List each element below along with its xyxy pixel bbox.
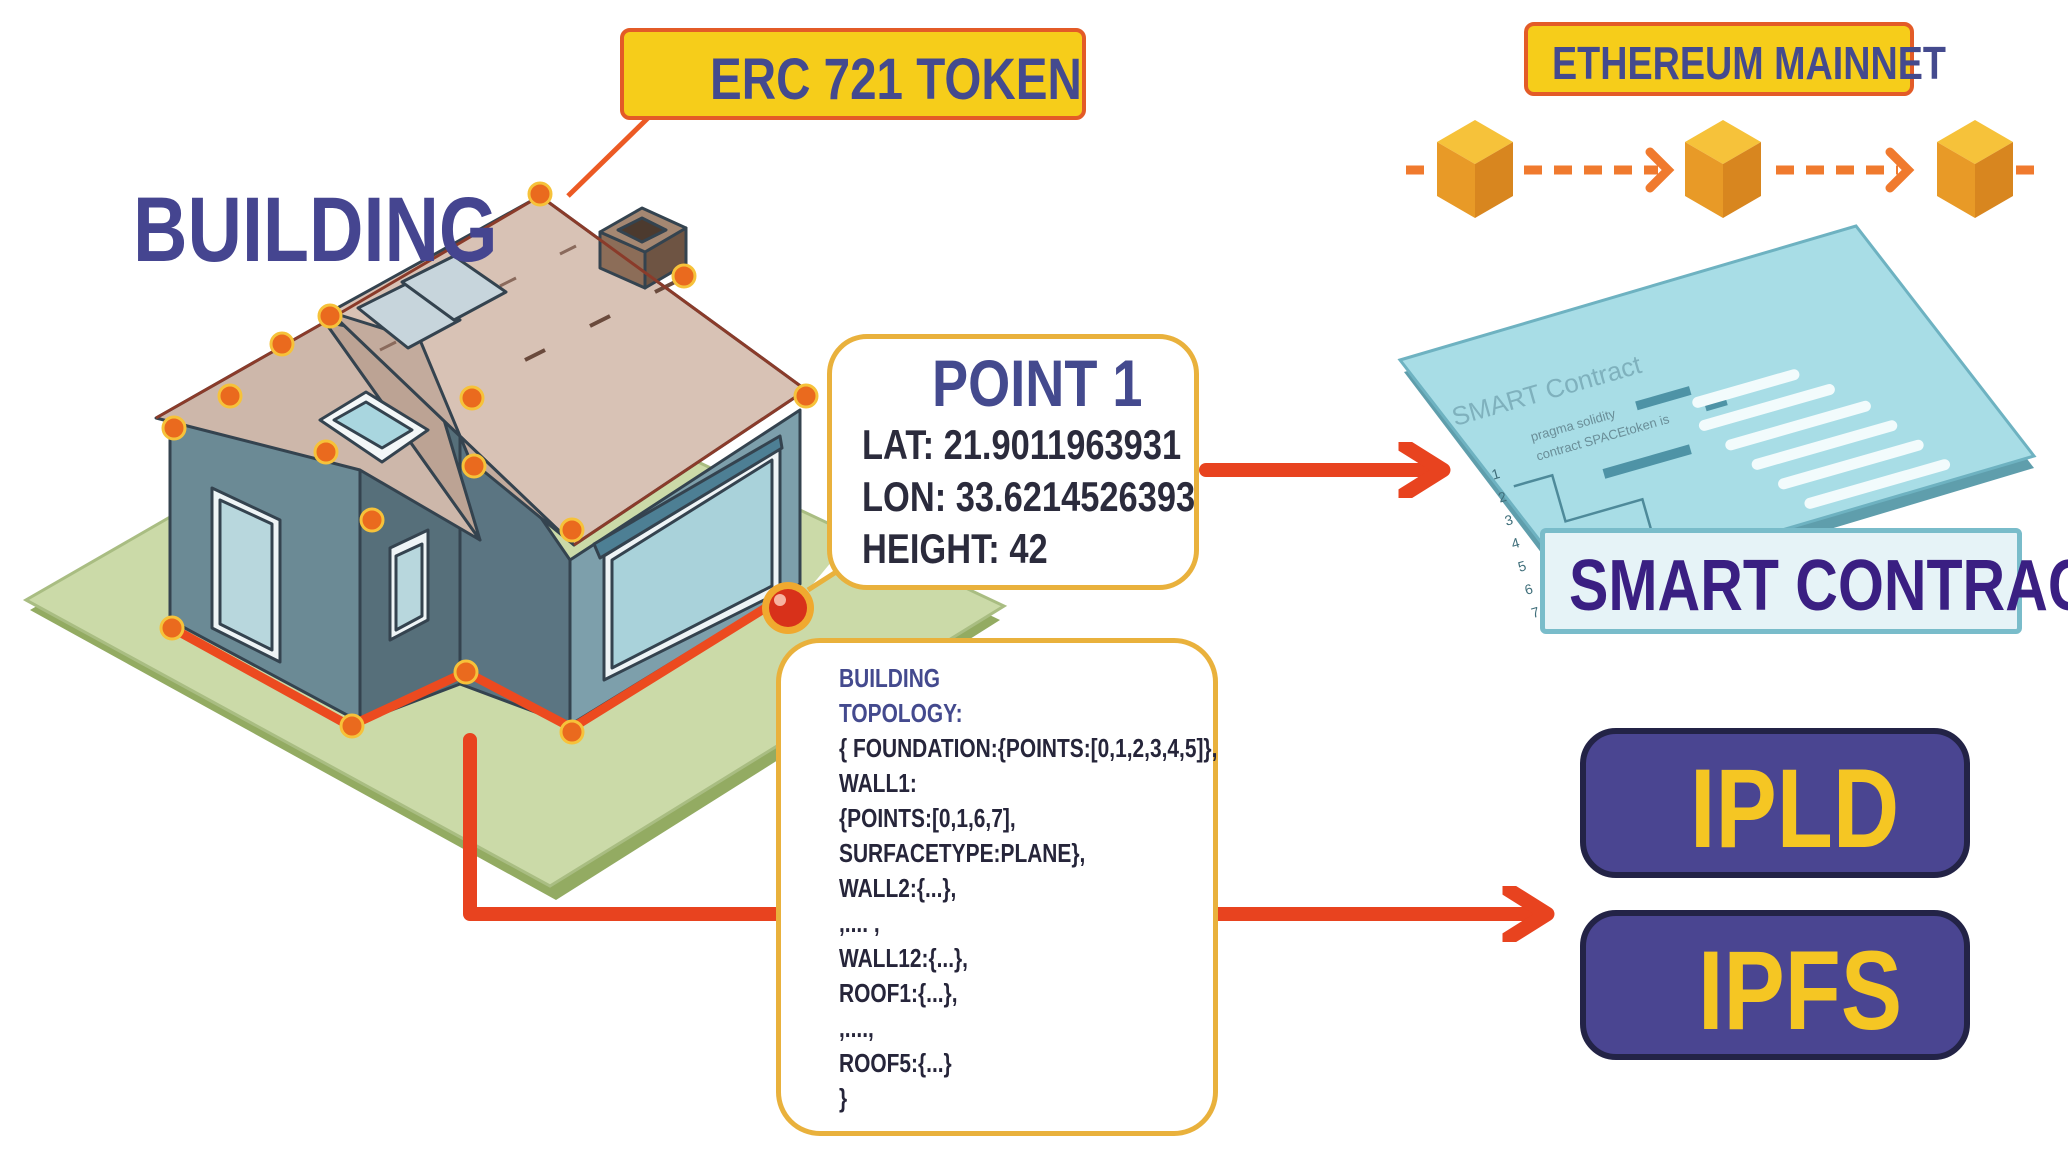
point-longitude: LON: 33.6214526393 xyxy=(862,473,1196,520)
ipld-label: IPLD xyxy=(1690,746,1900,871)
point-1-title: POINT 1 xyxy=(932,346,1143,420)
smart-contract-badge: SMART CONTRACT xyxy=(1540,528,2068,634)
block-cube-1 xyxy=(1437,120,1513,218)
blockchain-chain xyxy=(1406,120,2036,218)
topology-heading-line: BUILDING xyxy=(839,665,941,693)
token-leader-line xyxy=(566,116,650,198)
topology-line: {POINTS:[0,1,6,7], xyxy=(839,805,1016,833)
point-1-marker xyxy=(762,582,814,634)
chain-arrow-1 xyxy=(1645,147,1675,193)
ethereum-mainnet-badge: ETHEREUM MAINNET xyxy=(1524,22,1946,96)
erc-721-token-label: ERC 721 TOKEN xyxy=(710,47,1082,112)
erc-721-token-badge: ERC 721 TOKEN xyxy=(620,28,1086,120)
topology-line: WALL12:{...}, xyxy=(839,945,968,973)
point-1-callout: POINT 1 LAT: 21.9011963931 LON: 33.62145… xyxy=(827,334,1199,590)
ipfs-badge: IPFS xyxy=(1580,910,1970,1060)
vertex-points xyxy=(159,181,819,745)
smart-contract-label: SMART CONTRACT xyxy=(1569,546,2068,626)
point-height: HEIGHT: 42 xyxy=(862,525,1048,572)
topology-line: } xyxy=(839,1085,848,1113)
ethereum-mainnet-label: ETHEREUM MAINNET xyxy=(1552,37,1946,89)
topology-line: ROOF5:{...} xyxy=(839,1050,952,1078)
topology-line: WALL2:{...}, xyxy=(839,875,957,903)
house-illustration xyxy=(154,194,808,733)
line-number: 6 xyxy=(1523,580,1535,598)
ipld-badge: IPLD xyxy=(1580,728,1970,878)
building-topology-callout: BUILDING TOPOLOGY: { FOUNDATION:{POINTS:… xyxy=(776,638,1218,1136)
topology-line: ROOF1:{...}, xyxy=(839,980,958,1008)
topology-line: WALL1: xyxy=(839,770,917,798)
block-cube-3 xyxy=(1937,120,2013,218)
point-latitude: LAT: 21.9011963931 xyxy=(862,421,1182,468)
chain-arrow-2 xyxy=(1885,147,1915,193)
block-cube-2 xyxy=(1685,120,1761,218)
building-label: BUILDING xyxy=(133,179,498,281)
smart-contract-document: SMART Contract pragma solidity contract … xyxy=(1397,224,2037,621)
topology-line: SURFACETYPE:PLANE}, xyxy=(839,840,1086,868)
topology-heading-line: TOPOLOGY: xyxy=(839,700,963,728)
topology-line: ,...., xyxy=(839,1015,874,1043)
topology-line: ,.... , xyxy=(839,910,880,938)
line-number: 4 xyxy=(1509,534,1521,552)
topology-line: { FOUNDATION:{POINTS:[0,1,2,3,4,5]}, xyxy=(839,735,1218,763)
line-number: 5 xyxy=(1516,557,1528,575)
ipfs-label: IPFS xyxy=(1698,928,1903,1053)
